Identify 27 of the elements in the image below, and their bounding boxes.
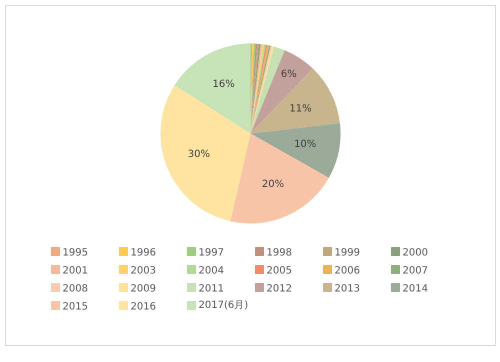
legend-label: 2009 — [130, 284, 156, 294]
data-label: 30% — [188, 149, 210, 160]
legend-label: 2005 — [266, 266, 292, 276]
legend-label: 1996 — [130, 248, 156, 258]
data-label: 11% — [289, 103, 312, 114]
data-label: 20% — [262, 179, 284, 190]
data-label: 6% — [280, 69, 297, 80]
legend-label: 2008 — [62, 284, 88, 294]
legend-label: 1999 — [334, 248, 360, 258]
data-label: 10% — [294, 139, 316, 150]
legend-label: 2011 — [198, 284, 224, 294]
legend-label: 2007 — [402, 266, 428, 276]
legend-label: 2014 — [402, 284, 428, 294]
legend-label: 2013 — [334, 284, 360, 294]
data-label: 16% — [212, 79, 235, 90]
legend-label: 2006 — [334, 266, 360, 276]
legend-label: 2003 — [130, 266, 156, 276]
legend-label: 2012 — [266, 284, 292, 294]
legend-label: 1997 — [198, 248, 224, 258]
legend-label: 2017(6月) — [198, 300, 248, 311]
legend-label: 2015 — [62, 302, 88, 312]
legend-label: 2004 — [198, 266, 224, 276]
legend-label: 2001 — [62, 266, 88, 276]
legend-label: 2000 — [402, 248, 428, 258]
legend-label: 1998 — [266, 248, 292, 258]
legend-label: 1995 — [62, 248, 88, 258]
legend-label: 2016 — [130, 302, 156, 312]
